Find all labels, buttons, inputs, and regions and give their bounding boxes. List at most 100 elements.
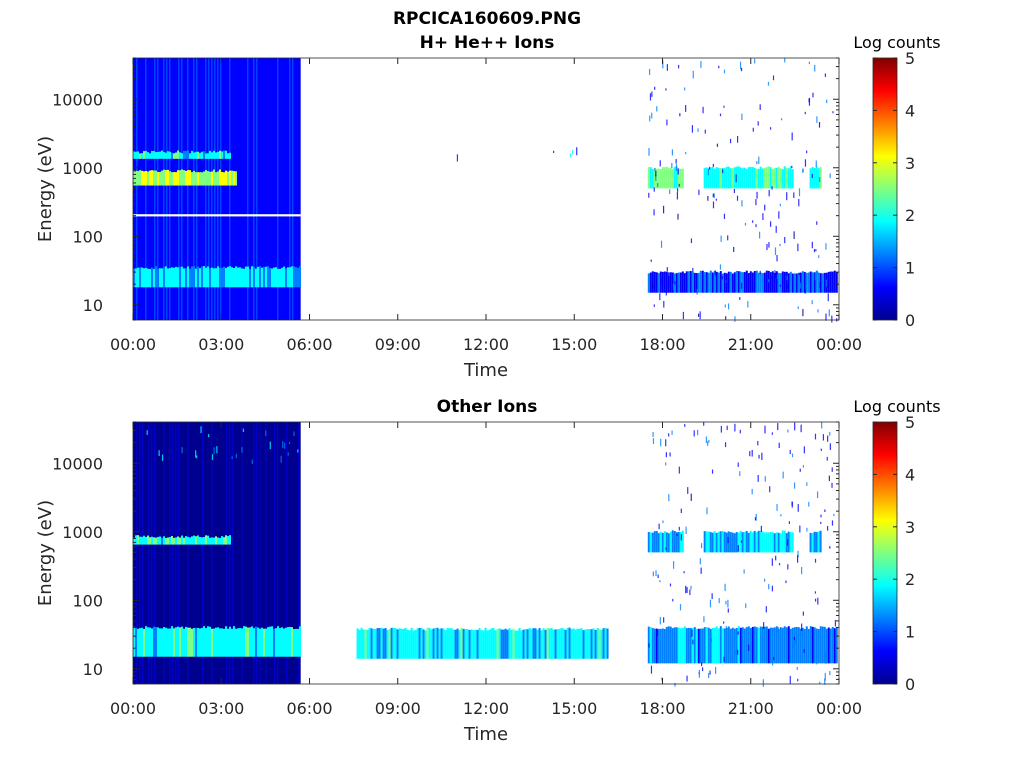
band-strip bbox=[819, 626, 822, 664]
band-strip bbox=[145, 626, 147, 657]
speck bbox=[829, 443, 831, 450]
speck bbox=[811, 241, 813, 249]
stripe bbox=[295, 422, 297, 684]
speck bbox=[265, 430, 267, 436]
speck bbox=[799, 282, 801, 289]
speck bbox=[739, 471, 741, 477]
band-strip bbox=[606, 628, 609, 659]
band-strip bbox=[271, 626, 273, 657]
band-strip bbox=[689, 271, 692, 293]
speck bbox=[663, 300, 665, 308]
band-strip bbox=[199, 172, 201, 186]
feature-high-energy-speckle bbox=[146, 426, 299, 464]
band-strip bbox=[723, 272, 726, 293]
speck bbox=[808, 501, 810, 507]
stripe bbox=[241, 422, 243, 684]
band-strip bbox=[651, 532, 654, 553]
speck bbox=[685, 526, 687, 534]
speck bbox=[714, 270, 716, 276]
band-strip bbox=[267, 627, 269, 657]
band-strip bbox=[229, 626, 231, 657]
band-strip bbox=[175, 266, 177, 288]
band-strip bbox=[745, 530, 748, 553]
band-strip bbox=[663, 531, 666, 553]
band-strip bbox=[151, 536, 153, 545]
band-strip bbox=[251, 626, 253, 657]
stripe bbox=[178, 58, 180, 320]
speck bbox=[676, 533, 678, 537]
speck bbox=[690, 493, 692, 501]
band-strip bbox=[745, 627, 748, 664]
speck bbox=[771, 658, 774, 666]
band-strip bbox=[167, 537, 169, 545]
feature-beam-750eV bbox=[133, 535, 231, 545]
band-strip bbox=[753, 168, 756, 189]
colorbar bbox=[872, 57, 898, 321]
band-strip bbox=[157, 536, 159, 545]
speck bbox=[679, 113, 681, 117]
speck bbox=[683, 571, 685, 574]
speck bbox=[802, 611, 804, 616]
band-strip bbox=[185, 170, 187, 186]
band-strip bbox=[578, 628, 581, 659]
band-strip bbox=[157, 627, 159, 657]
band-strip bbox=[217, 171, 219, 186]
band-strip bbox=[807, 272, 810, 293]
stripe bbox=[289, 58, 291, 320]
speck bbox=[685, 104, 687, 112]
speck bbox=[716, 143, 719, 147]
band-strip bbox=[143, 151, 145, 159]
stripe bbox=[151, 58, 153, 320]
y-axis-label: Energy (eV) bbox=[35, 500, 56, 606]
band-strip bbox=[556, 629, 559, 659]
band-strip bbox=[769, 627, 772, 664]
speck bbox=[801, 566, 803, 575]
speck bbox=[819, 681, 821, 684]
band-strip bbox=[169, 171, 171, 186]
speck bbox=[726, 425, 728, 431]
band-strip bbox=[229, 535, 231, 545]
band-strip bbox=[679, 272, 682, 293]
band-strip bbox=[546, 628, 549, 659]
band-strip bbox=[681, 271, 684, 293]
speck bbox=[829, 173, 831, 179]
band-strip bbox=[165, 538, 167, 545]
stripe bbox=[295, 58, 297, 320]
speck bbox=[797, 504, 799, 512]
speck bbox=[195, 450, 197, 458]
band-strip bbox=[247, 266, 249, 288]
band-strip bbox=[149, 268, 151, 288]
band-strip bbox=[390, 627, 393, 659]
band-strip bbox=[277, 268, 279, 288]
band-strip bbox=[821, 273, 824, 293]
stripe bbox=[280, 422, 282, 684]
speck bbox=[708, 673, 710, 679]
band-strip bbox=[227, 171, 229, 186]
band-strip bbox=[432, 628, 435, 659]
speck bbox=[693, 430, 695, 437]
band-strip bbox=[486, 630, 489, 659]
speck bbox=[652, 283, 654, 289]
band-strip bbox=[231, 628, 233, 657]
band-strip bbox=[669, 167, 672, 189]
band-strip bbox=[133, 537, 135, 545]
band-strip bbox=[368, 627, 371, 659]
band-strip bbox=[139, 536, 141, 545]
band-strip bbox=[169, 628, 171, 657]
speck bbox=[718, 598, 720, 604]
band-strip bbox=[739, 271, 742, 293]
band-strip bbox=[655, 168, 658, 189]
band-strip bbox=[731, 627, 734, 664]
band-strip bbox=[153, 537, 155, 545]
band-strip bbox=[209, 150, 211, 159]
speck bbox=[758, 156, 760, 164]
band-strip bbox=[141, 267, 143, 288]
speck bbox=[660, 278, 662, 285]
speck bbox=[814, 64, 816, 72]
speck bbox=[806, 482, 808, 486]
speck bbox=[804, 111, 806, 115]
band-strip bbox=[468, 630, 471, 659]
band-strip bbox=[285, 627, 287, 657]
band-strip bbox=[362, 629, 365, 659]
speck bbox=[666, 119, 668, 126]
